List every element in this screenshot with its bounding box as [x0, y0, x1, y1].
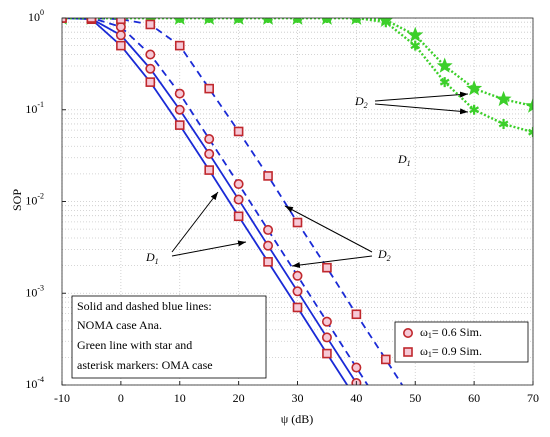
- marker: [145, 19, 156, 30]
- marker: [233, 211, 244, 222]
- marker: [174, 18, 185, 23]
- x-tick-label: 30: [292, 391, 304, 405]
- marker: [381, 354, 391, 365]
- marker: [145, 63, 156, 74]
- marker: [263, 171, 273, 181]
- marker: [116, 18, 126, 25]
- note-line: Solid and dashed blue lines:: [77, 299, 212, 313]
- marker: [233, 126, 244, 137]
- marker: [351, 18, 362, 23]
- x-tick-label: 70: [527, 391, 539, 405]
- marker: [403, 347, 413, 357]
- note-line: NOMA case Ana.: [77, 318, 162, 332]
- annotation: D1: [145, 250, 159, 266]
- marker: [233, 179, 244, 190]
- marker: [439, 77, 450, 88]
- marker: [292, 18, 303, 23]
- marker: [528, 127, 533, 138]
- marker: [292, 286, 303, 297]
- series-line: [62, 18, 359, 385]
- marker: [263, 18, 273, 23]
- marker: [263, 257, 273, 267]
- marker: [204, 148, 215, 159]
- marker: [174, 104, 185, 115]
- marker: [495, 90, 512, 107]
- x-tick-label: -10: [54, 391, 70, 405]
- marker: [263, 240, 274, 251]
- marker: [204, 83, 214, 94]
- x-tick-label: 10: [174, 391, 186, 405]
- marker: [322, 348, 332, 359]
- marker: [204, 18, 215, 23]
- marker: [62, 18, 67, 23]
- x-tick-label: 60: [468, 391, 480, 405]
- x-tick-label: 20: [233, 391, 245, 405]
- marker: [145, 77, 156, 87]
- note-line: Green line with star and: [77, 338, 192, 352]
- marker: [469, 104, 480, 115]
- marker: [233, 18, 244, 23]
- marker: [115, 30, 126, 41]
- marker: [351, 309, 362, 320]
- legend: [394, 321, 529, 363]
- marker: [351, 362, 362, 373]
- marker: [174, 120, 185, 130]
- marker: [292, 270, 303, 281]
- marker: [292, 217, 303, 228]
- marker: [263, 224, 274, 235]
- annotation: D2: [354, 94, 368, 110]
- marker: [322, 18, 332, 23]
- x-axis-label: ψ (dB): [281, 412, 314, 426]
- marker: [466, 80, 483, 96]
- series-line: [62, 18, 369, 385]
- x-tick-label: 0: [118, 391, 124, 405]
- arrows: [171, 91, 469, 268]
- y-tick-label: 10-2: [25, 191, 44, 207]
- y-tick-label: 10-4: [25, 375, 44, 391]
- note-line: asterisk markers: OMA case: [77, 358, 213, 372]
- marker: [116, 40, 126, 51]
- series: [62, 18, 533, 385]
- y-tick-label: 10-1: [25, 100, 44, 116]
- marker: [407, 26, 424, 42]
- legend-label: ω1= 0.9 Sim.: [420, 344, 482, 359]
- marker: [86, 18, 97, 23]
- annotation: D2: [377, 247, 391, 263]
- legend-label: ω1= 0.6 Sim.: [420, 325, 482, 340]
- annotation: D1: [397, 152, 411, 168]
- marker: [498, 118, 509, 129]
- x-tick-label: 40: [350, 391, 362, 405]
- marker: [233, 194, 244, 205]
- marker: [292, 302, 303, 313]
- marker: [524, 97, 533, 113]
- marker: [321, 332, 332, 343]
- y-axis-label: SOP: [10, 189, 24, 211]
- marker: [204, 165, 214, 175]
- marker: [321, 316, 332, 327]
- marker: [322, 262, 332, 273]
- y-tick-label: 100: [28, 8, 44, 24]
- note-box: [71, 295, 267, 379]
- x-tick-label: 50: [409, 391, 421, 405]
- marker: [402, 327, 413, 338]
- marker: [174, 88, 185, 99]
- marker: [204, 133, 215, 144]
- marker: [380, 18, 391, 28]
- marker: [145, 49, 156, 60]
- y-tick-label: 10-3: [25, 283, 44, 299]
- marker: [410, 40, 421, 51]
- marker: [436, 57, 453, 73]
- marker: [174, 40, 185, 51]
